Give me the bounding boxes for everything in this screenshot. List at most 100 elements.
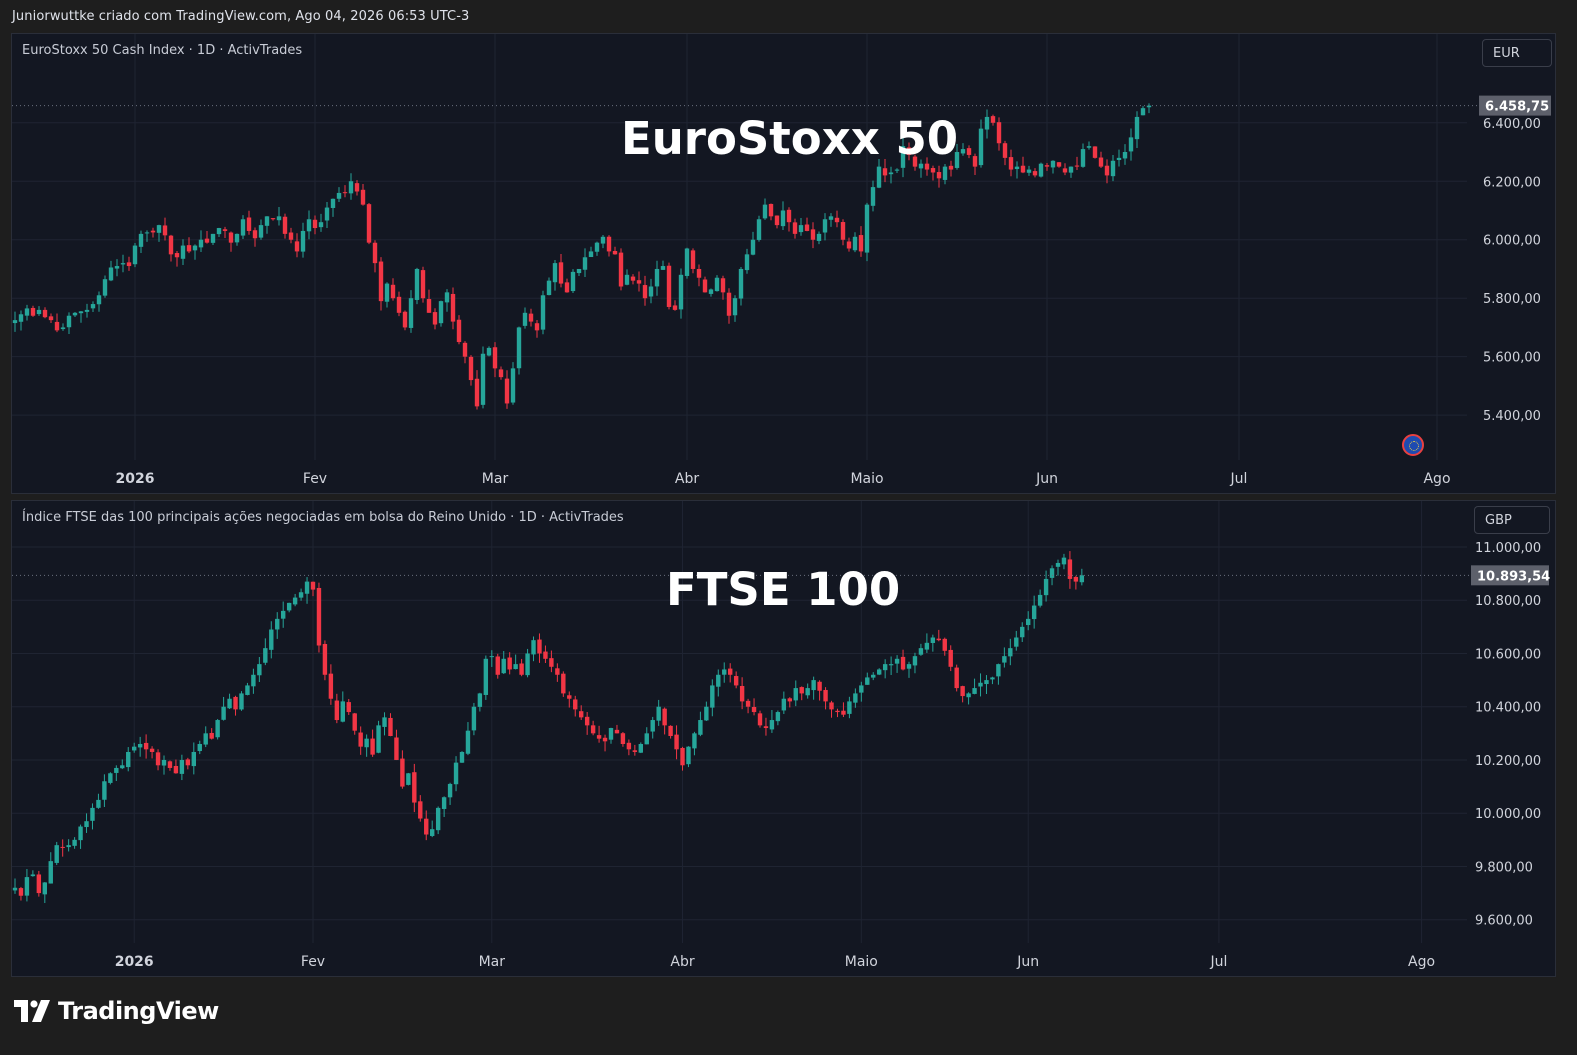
candle-body: [680, 747, 685, 766]
candle-body: [662, 708, 667, 726]
candle-body: [811, 680, 816, 691]
candle-body: [1074, 165, 1080, 167]
candle-body: [328, 673, 334, 699]
candle-body: [1116, 157, 1122, 161]
ftse-symbol-title: Índice FTSE das 100 principais ações neg…: [22, 510, 624, 525]
candle-body: [726, 292, 732, 316]
candle-body: [424, 818, 429, 835]
ftse-currency-button[interactable]: GBP: [1474, 506, 1550, 534]
candle-body: [108, 267, 114, 281]
candle-body: [722, 669, 727, 675]
candle-body: [36, 874, 42, 894]
candle-body: [1032, 171, 1038, 176]
candle-body: [906, 664, 912, 669]
candle-body: [654, 268, 660, 287]
candle-body: [828, 216, 834, 220]
candle-body: [300, 230, 306, 252]
candle-body: [1110, 160, 1116, 177]
candle-body: [456, 319, 462, 343]
candle-body: [531, 640, 536, 655]
candle-body: [744, 254, 750, 271]
candle-body: [1038, 163, 1044, 177]
candle-body: [996, 664, 1001, 677]
candle-body: [525, 653, 530, 676]
candle-body: [281, 610, 286, 619]
candle-body: [222, 229, 228, 231]
candle-body: [537, 639, 542, 654]
candle-body: [185, 759, 191, 766]
ftse-chart-panel[interactable]: 11.000,00 10.800,00 10.600,00 10.400,00 10.2…: [11, 500, 1556, 977]
y-tick-label: 9.800,00: [1475, 860, 1533, 875]
chart-header-caption: Juniorwuttke criado com TradingView.com,…: [12, 9, 470, 24]
y-tick-label: 10.400,00: [1475, 701, 1541, 716]
eu-flag-icon[interactable]: [1402, 434, 1424, 456]
candle-body: [686, 746, 691, 765]
candle-body: [12, 320, 18, 324]
candle-body: [608, 728, 614, 740]
candle-body: [930, 637, 936, 643]
candle-body: [282, 216, 288, 234]
candle-body: [204, 238, 210, 243]
candle-body: [102, 781, 107, 800]
candle-body: [786, 209, 792, 223]
eurostoxx-overlay-label: EuroStoxx 50: [621, 112, 959, 165]
candle-body: [137, 743, 143, 748]
candle-body: [382, 717, 387, 727]
candle-body: [648, 286, 654, 297]
candle-body: [728, 668, 733, 675]
candle-body: [312, 219, 318, 229]
candle-body: [519, 663, 524, 675]
candle-body: [558, 262, 564, 284]
candle-body: [227, 698, 232, 709]
x-tick-label: Ago: [1408, 954, 1435, 970]
candle-body: [12, 887, 18, 891]
y-tick-label: 5.600,00: [1483, 351, 1541, 366]
candle-body: [322, 644, 328, 675]
candle-body: [378, 261, 384, 302]
candle-body: [245, 685, 250, 695]
candle-body: [84, 821, 89, 828]
candle-body: [324, 207, 330, 221]
candle-body: [492, 347, 498, 369]
candle-body: [418, 801, 423, 819]
candle-body: [614, 729, 620, 734]
candle-body: [150, 230, 156, 233]
candle-body: [1062, 168, 1068, 173]
candle-body: [684, 248, 690, 276]
x-tick-label: 2026: [116, 471, 155, 487]
candle-body: [72, 312, 78, 316]
candle-body: [54, 845, 59, 863]
candle-body: [168, 235, 174, 255]
candle-body: [816, 233, 822, 241]
y-tick-label: 10.200,00: [1475, 754, 1541, 769]
candle-body: [966, 148, 972, 155]
y-tick-label: 10.800,00: [1475, 594, 1541, 609]
candle-body: [432, 312, 438, 325]
candle-body: [543, 651, 548, 659]
x-tick-label: Abr: [670, 954, 694, 970]
candle-body: [288, 232, 294, 240]
candle-body: [692, 733, 697, 749]
candle-body: [876, 166, 882, 188]
candle-body: [990, 677, 995, 680]
candle-body: [435, 807, 441, 831]
candle-body: [495, 656, 500, 675]
candle-body: [804, 224, 810, 231]
eurostoxx-chart-panel[interactable]: 6.400,00 6.200,00 6.000,00 5.800,00 5.600,00…: [11, 33, 1556, 494]
candle-body: [210, 233, 216, 243]
ftse-chart-canvas[interactable]: 11.000,00 10.800,00 10.600,00 10.400,00 10.2…: [12, 501, 1557, 978]
candle-body: [162, 225, 168, 236]
candle-body: [739, 686, 745, 702]
candle-body: [877, 669, 882, 675]
candle-body: [294, 241, 300, 252]
candle-body: [606, 236, 612, 252]
candle-body: [72, 839, 77, 846]
candle-body: [1026, 618, 1031, 626]
candle-body: [292, 597, 298, 605]
candle-body: [1080, 149, 1086, 167]
tradingview-logo[interactable]: TradingView: [14, 997, 219, 1025]
candle-body: [1079, 575, 1085, 583]
candle-body: [822, 219, 828, 233]
eurostoxx-currency-button[interactable]: EUR: [1482, 39, 1552, 67]
eurostoxx-chart-canvas[interactable]: 6.400,00 6.200,00 6.000,00 5.800,00 5.600,00…: [12, 34, 1557, 495]
